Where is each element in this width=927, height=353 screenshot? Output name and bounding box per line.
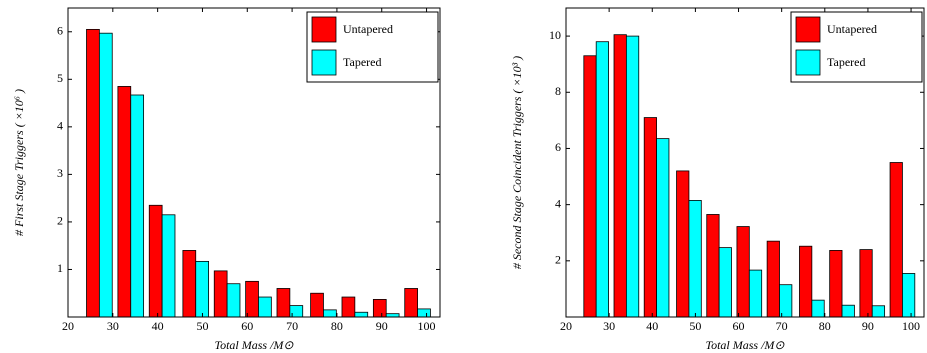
bar: [889, 162, 903, 318]
bar: [688, 200, 702, 318]
legend-swatch: [795, 16, 821, 43]
legend-label: Tapered: [343, 55, 381, 69]
bar: [258, 296, 272, 318]
legend-swatch: [311, 16, 337, 43]
bar: [902, 273, 916, 318]
legend-label: Untapered: [827, 22, 877, 36]
bar: [595, 41, 609, 318]
x-tick-label: 40: [152, 319, 164, 333]
x-tick-label: 50: [689, 319, 701, 333]
axes-frame: [67, 7, 441, 318]
bar: [195, 260, 209, 318]
x-tick-label: 100: [902, 319, 920, 333]
bar: [829, 250, 843, 318]
bar: [354, 311, 369, 318]
bar: [656, 138, 670, 318]
legend-label: Tapered: [827, 55, 865, 69]
bar: [718, 247, 732, 318]
x-tick-label: 20: [62, 319, 74, 333]
y-tick-label: 3: [57, 166, 63, 180]
bar: [779, 284, 793, 318]
bar: [841, 304, 855, 318]
x-tick-label: 30: [603, 319, 615, 333]
x-tick-label: 60: [733, 319, 745, 333]
bar: [404, 288, 418, 318]
bar: [276, 288, 291, 318]
bar: [799, 245, 813, 318]
bar: [859, 249, 873, 318]
y-tick-label: 4: [57, 119, 63, 133]
bar: [583, 55, 597, 318]
bar: [130, 94, 145, 318]
x-tick-label: 50: [196, 319, 208, 333]
x-axis-label: Total Mass /M⊙: [706, 338, 786, 352]
bar: [748, 269, 763, 318]
x-tick-label: 30: [107, 319, 119, 333]
bar: [245, 280, 259, 318]
y-tick-label: 10: [549, 28, 561, 42]
x-tick-label: 40: [646, 319, 658, 333]
x-tick-label: 60: [241, 319, 253, 333]
y-tick-label: 5: [57, 71, 63, 85]
legend-swatch: [311, 49, 337, 76]
x-tick-label: 20: [560, 319, 572, 333]
legend-label: Untapered: [343, 22, 393, 36]
bar: [766, 240, 780, 318]
y-axis-label: # Second Stage Coincident Triggers ( ×10…: [510, 56, 524, 269]
x-tick-label: 70: [776, 319, 788, 333]
bar: [736, 226, 750, 318]
bar: [86, 28, 100, 318]
bar: [811, 299, 825, 318]
bar: [161, 214, 176, 318]
axes-frame: [565, 7, 925, 318]
bar: [613, 34, 627, 318]
bar: [310, 292, 324, 318]
y-tick-label: 8: [555, 84, 561, 98]
legend-swatch: [795, 49, 821, 76]
bar: [643, 117, 657, 318]
y-axis-label: # First Stage Triggers ( ×10⁶ ): [12, 89, 26, 236]
y-tick-label: 4: [555, 196, 561, 210]
x-tick-label: 100: [418, 319, 436, 333]
x-tick-label: 80: [331, 319, 343, 333]
y-tick-label: 2: [57, 214, 63, 228]
bar: [372, 299, 387, 318]
bar: [323, 309, 337, 318]
bar: [148, 204, 163, 318]
bar: [98, 32, 113, 318]
bar: [417, 308, 431, 318]
x-tick-label: 90: [862, 319, 874, 333]
y-tick-label: 2: [555, 253, 561, 267]
y-tick-label: 6: [57, 24, 63, 38]
y-tick-label: 6: [555, 140, 561, 154]
bar: [117, 86, 132, 318]
bar: [625, 35, 640, 318]
x-axis-label: Total Mass /M⊙: [215, 338, 295, 352]
y-tick-label: 1: [57, 261, 63, 275]
bar: [213, 270, 228, 318]
bar: [341, 296, 356, 318]
bar: [676, 170, 690, 318]
bar: [706, 214, 720, 318]
x-tick-label: 90: [376, 319, 388, 333]
bar: [182, 250, 197, 318]
bar: [226, 283, 241, 318]
x-tick-label: 70: [286, 319, 298, 333]
bar: [871, 305, 886, 318]
x-tick-label: 80: [819, 319, 831, 333]
